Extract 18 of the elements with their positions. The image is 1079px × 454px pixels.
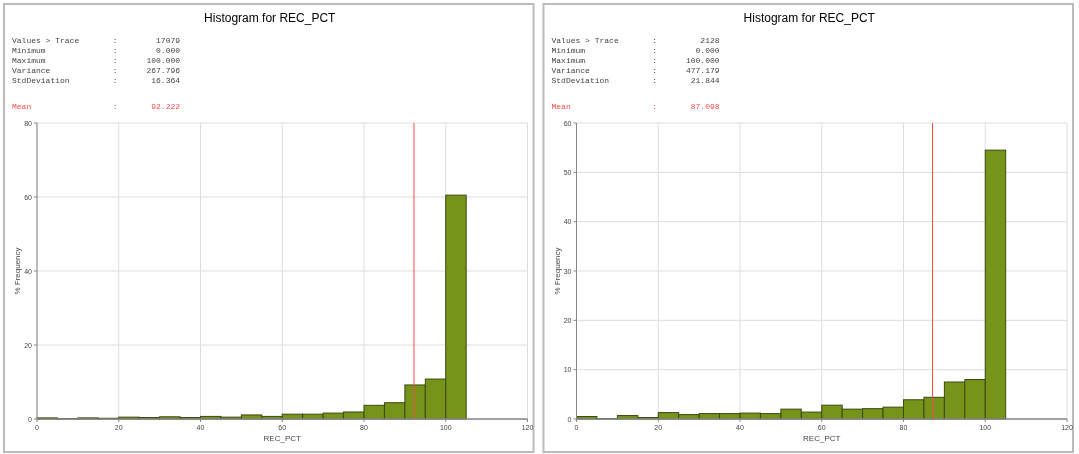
chart-title: Histogram for REC_PCT xyxy=(204,11,337,25)
text: Minimum : 0.000 xyxy=(551,46,720,55)
text: Maximum : 100.000 xyxy=(12,56,181,65)
text: StdDeviation : 21.844 xyxy=(551,76,720,85)
text: Minimum : 0.000 xyxy=(12,46,181,55)
text: Values > Trace : 2128 xyxy=(551,36,720,45)
x-axis-title: REC_PCT xyxy=(263,434,302,443)
y-axis-title: % Frequency xyxy=(552,247,562,295)
text: StdDeviation : 16.364 xyxy=(12,76,181,85)
x-axis-title: REC_PCT xyxy=(803,434,841,443)
y-axis-title: % Frequency xyxy=(13,247,22,295)
text: Values > Trace : 17079 xyxy=(12,36,181,45)
text: Variance : 267.796 xyxy=(12,66,181,75)
chart-title: Histogram for REC_PCT xyxy=(743,11,876,25)
text: Maximum : 100.000 xyxy=(551,56,720,65)
ref-line-label: Mean : 87.098 xyxy=(551,102,720,111)
text: Variance : 477.179 xyxy=(551,66,720,75)
ref-line-label: Mean : 92.222 xyxy=(12,102,181,111)
